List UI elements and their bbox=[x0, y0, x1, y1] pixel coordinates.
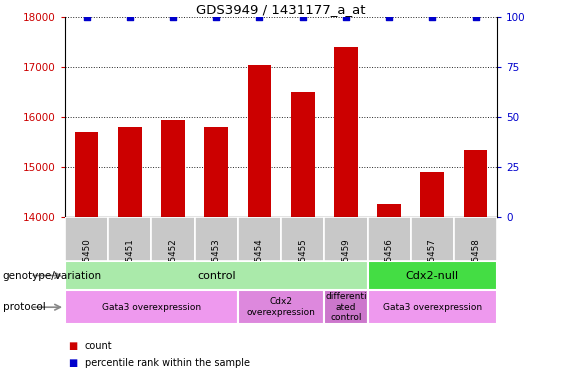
Point bbox=[341, 14, 350, 20]
Text: count: count bbox=[85, 341, 112, 351]
Text: GSM325457: GSM325457 bbox=[428, 238, 437, 291]
Text: differenti
ated
control: differenti ated control bbox=[325, 292, 367, 322]
Point bbox=[82, 14, 91, 20]
Point bbox=[255, 14, 264, 20]
Text: GSM325455: GSM325455 bbox=[298, 238, 307, 291]
Bar bbox=[75, 132, 98, 384]
Bar bbox=[367, 217, 411, 261]
Bar bbox=[238, 217, 281, 261]
Text: percentile rank within the sample: percentile rank within the sample bbox=[85, 358, 250, 368]
Bar bbox=[247, 65, 271, 384]
Text: Cdx2-null: Cdx2-null bbox=[406, 270, 459, 281]
Bar bbox=[464, 149, 488, 384]
Bar bbox=[324, 290, 368, 324]
Text: GSM325451: GSM325451 bbox=[125, 238, 134, 291]
Text: GSM325459: GSM325459 bbox=[341, 238, 350, 291]
Text: GSM325452: GSM325452 bbox=[168, 238, 177, 291]
Bar bbox=[291, 92, 315, 384]
Text: GSM325454: GSM325454 bbox=[255, 238, 264, 291]
Text: genotype/variation: genotype/variation bbox=[3, 270, 102, 281]
Bar bbox=[454, 217, 497, 261]
Bar bbox=[367, 290, 497, 324]
Text: control: control bbox=[197, 270, 236, 281]
Bar bbox=[411, 217, 454, 261]
Point bbox=[471, 14, 480, 20]
Bar bbox=[65, 290, 238, 324]
Bar bbox=[281, 217, 324, 261]
Text: GSM325450: GSM325450 bbox=[82, 238, 91, 291]
Text: Cdx2
overexpression: Cdx2 overexpression bbox=[247, 298, 315, 317]
Bar bbox=[324, 217, 368, 261]
Bar bbox=[108, 217, 151, 261]
Bar bbox=[65, 261, 368, 290]
Point bbox=[125, 14, 134, 20]
Bar bbox=[334, 47, 358, 384]
Text: Gata3 overexpression: Gata3 overexpression bbox=[383, 303, 482, 312]
Point bbox=[428, 14, 437, 20]
Point bbox=[212, 14, 221, 20]
Bar bbox=[118, 127, 142, 384]
Text: ■: ■ bbox=[68, 341, 77, 351]
Bar bbox=[367, 261, 497, 290]
Text: GSM325453: GSM325453 bbox=[212, 238, 221, 291]
Bar bbox=[151, 217, 194, 261]
Text: Gata3 overexpression: Gata3 overexpression bbox=[102, 303, 201, 312]
Title: GDS3949 / 1431177_a_at: GDS3949 / 1431177_a_at bbox=[197, 3, 366, 16]
Point bbox=[298, 14, 307, 20]
Text: GSM325458: GSM325458 bbox=[471, 238, 480, 291]
Text: protocol: protocol bbox=[3, 302, 46, 312]
Bar bbox=[205, 127, 228, 384]
Point bbox=[168, 14, 177, 20]
Text: GSM325456: GSM325456 bbox=[385, 238, 394, 291]
Bar bbox=[377, 204, 401, 384]
Bar bbox=[238, 290, 324, 324]
Bar bbox=[161, 120, 185, 384]
Bar bbox=[420, 172, 444, 384]
Bar bbox=[194, 217, 238, 261]
Point bbox=[385, 14, 394, 20]
Text: ■: ■ bbox=[68, 358, 77, 368]
Bar bbox=[65, 217, 108, 261]
